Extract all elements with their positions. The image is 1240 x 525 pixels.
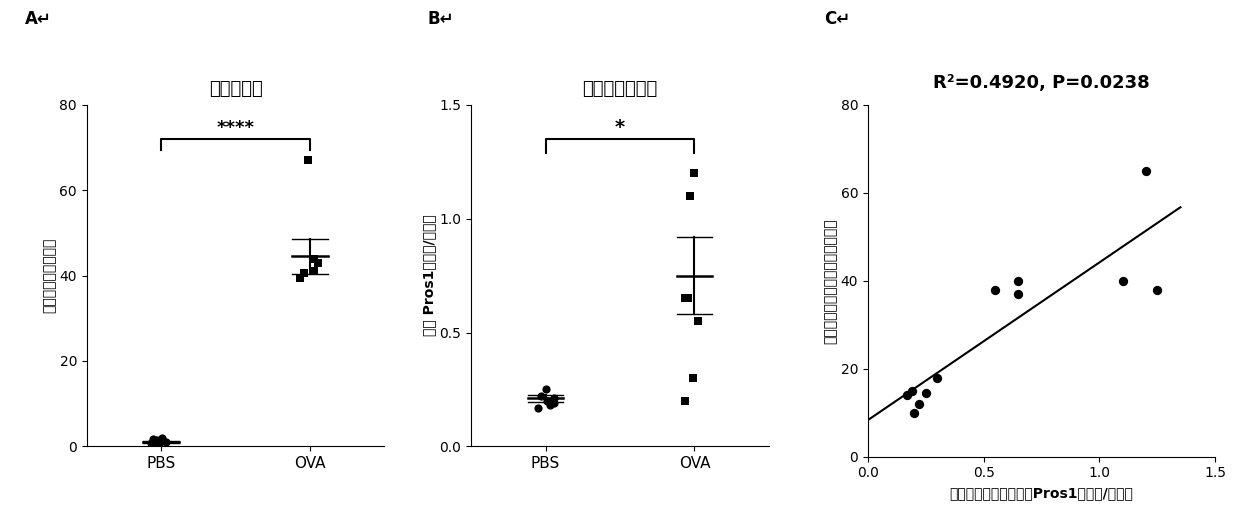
Text: *: * (615, 118, 625, 137)
Point (688, 317, 708, 326)
Point (675, 396, 694, 405)
Title: 肺泡灌洗液: 肺泡灌洗液 (208, 80, 263, 98)
Y-axis label: 嗜酸性粒细胞百分数: 嗜酸性粒细胞百分数 (42, 238, 57, 313)
Text: A↵: A↵ (25, 10, 52, 28)
Point (898, 391, 918, 400)
Point (153, 434, 172, 442)
Point (1008, 277, 1028, 285)
Point (528, 403, 548, 412)
Point (544, 394, 564, 403)
X-axis label: 肺泡灌洗液上清中小鼠Pros1（微克/毫升）: 肺泡灌洗液上清中小鼠Pros1（微克/毫升） (950, 486, 1133, 500)
Point (678, 294, 698, 302)
Point (1147, 286, 1167, 294)
Point (986, 286, 1006, 294)
Point (539, 401, 559, 410)
Text: C↵: C↵ (825, 10, 851, 28)
Title: 肺泡灌洗液上清: 肺泡灌洗液上清 (583, 80, 657, 98)
Point (149, 437, 169, 446)
Point (294, 269, 314, 278)
Point (544, 399, 564, 407)
Point (308, 259, 327, 267)
Point (290, 274, 310, 282)
Point (1112, 277, 1132, 285)
Y-axis label: 小鼠 Pros1（微克/毫升）: 小鼠 Pros1（微克/毫升） (423, 215, 436, 337)
Point (145, 439, 165, 448)
Point (148, 438, 167, 447)
Text: B↵: B↵ (428, 10, 454, 28)
Point (537, 396, 557, 405)
Point (536, 385, 556, 394)
Point (531, 392, 551, 401)
Point (156, 438, 176, 446)
Point (144, 441, 164, 449)
Point (143, 434, 162, 443)
Point (304, 255, 324, 263)
Point (1136, 167, 1156, 175)
Point (304, 267, 324, 276)
Point (150, 440, 170, 448)
Point (901, 386, 921, 395)
Point (148, 436, 167, 444)
Point (909, 400, 929, 408)
Point (683, 169, 703, 177)
Point (904, 408, 924, 417)
Point (680, 192, 699, 200)
Point (675, 294, 694, 302)
Text: ****: **** (217, 119, 254, 137)
Point (1008, 290, 1028, 298)
Title: R²=0.4920, P=0.0238: R²=0.4920, P=0.0238 (934, 75, 1149, 92)
Y-axis label: 肺泡灌洗液中嗜酸性粒细胞百分数: 肺泡灌洗液中嗜酸性粒细胞百分数 (823, 218, 838, 344)
Point (928, 373, 947, 382)
Point (141, 439, 161, 447)
Point (299, 156, 319, 165)
Point (683, 374, 703, 382)
Point (916, 389, 936, 397)
